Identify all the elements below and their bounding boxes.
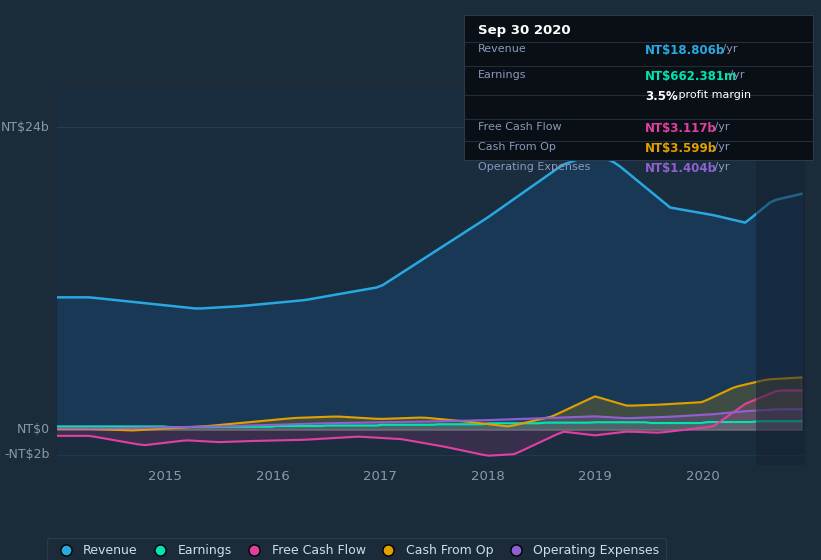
Text: Free Cash Flow: Free Cash Flow bbox=[478, 122, 562, 132]
Text: profit margin: profit margin bbox=[675, 90, 750, 100]
Text: 3.5%: 3.5% bbox=[645, 90, 678, 103]
Text: Revenue: Revenue bbox=[478, 44, 526, 54]
Text: Cash From Op: Cash From Op bbox=[478, 142, 556, 152]
Text: NT$0: NT$0 bbox=[17, 423, 50, 436]
Legend: Revenue, Earnings, Free Cash Flow, Cash From Op, Operating Expenses: Revenue, Earnings, Free Cash Flow, Cash … bbox=[47, 538, 666, 560]
Text: Operating Expenses: Operating Expenses bbox=[478, 162, 590, 172]
Bar bbox=[756, 90, 805, 465]
Text: NT$3.599b: NT$3.599b bbox=[645, 142, 718, 155]
Text: /yr: /yr bbox=[711, 162, 730, 172]
Text: NT$24b: NT$24b bbox=[2, 121, 50, 134]
Text: -NT$2b: -NT$2b bbox=[5, 448, 50, 461]
Text: NT$3.117b: NT$3.117b bbox=[645, 122, 717, 135]
Text: /yr: /yr bbox=[711, 142, 730, 152]
Text: /yr: /yr bbox=[726, 70, 745, 80]
Text: NT$1.404b: NT$1.404b bbox=[645, 162, 718, 175]
Text: Sep 30 2020: Sep 30 2020 bbox=[478, 24, 571, 37]
Text: Earnings: Earnings bbox=[478, 70, 526, 80]
Text: /yr: /yr bbox=[711, 122, 730, 132]
Text: /yr: /yr bbox=[718, 44, 737, 54]
Text: NT$18.806b: NT$18.806b bbox=[645, 44, 726, 57]
Text: NT$662.381m: NT$662.381m bbox=[645, 70, 737, 83]
